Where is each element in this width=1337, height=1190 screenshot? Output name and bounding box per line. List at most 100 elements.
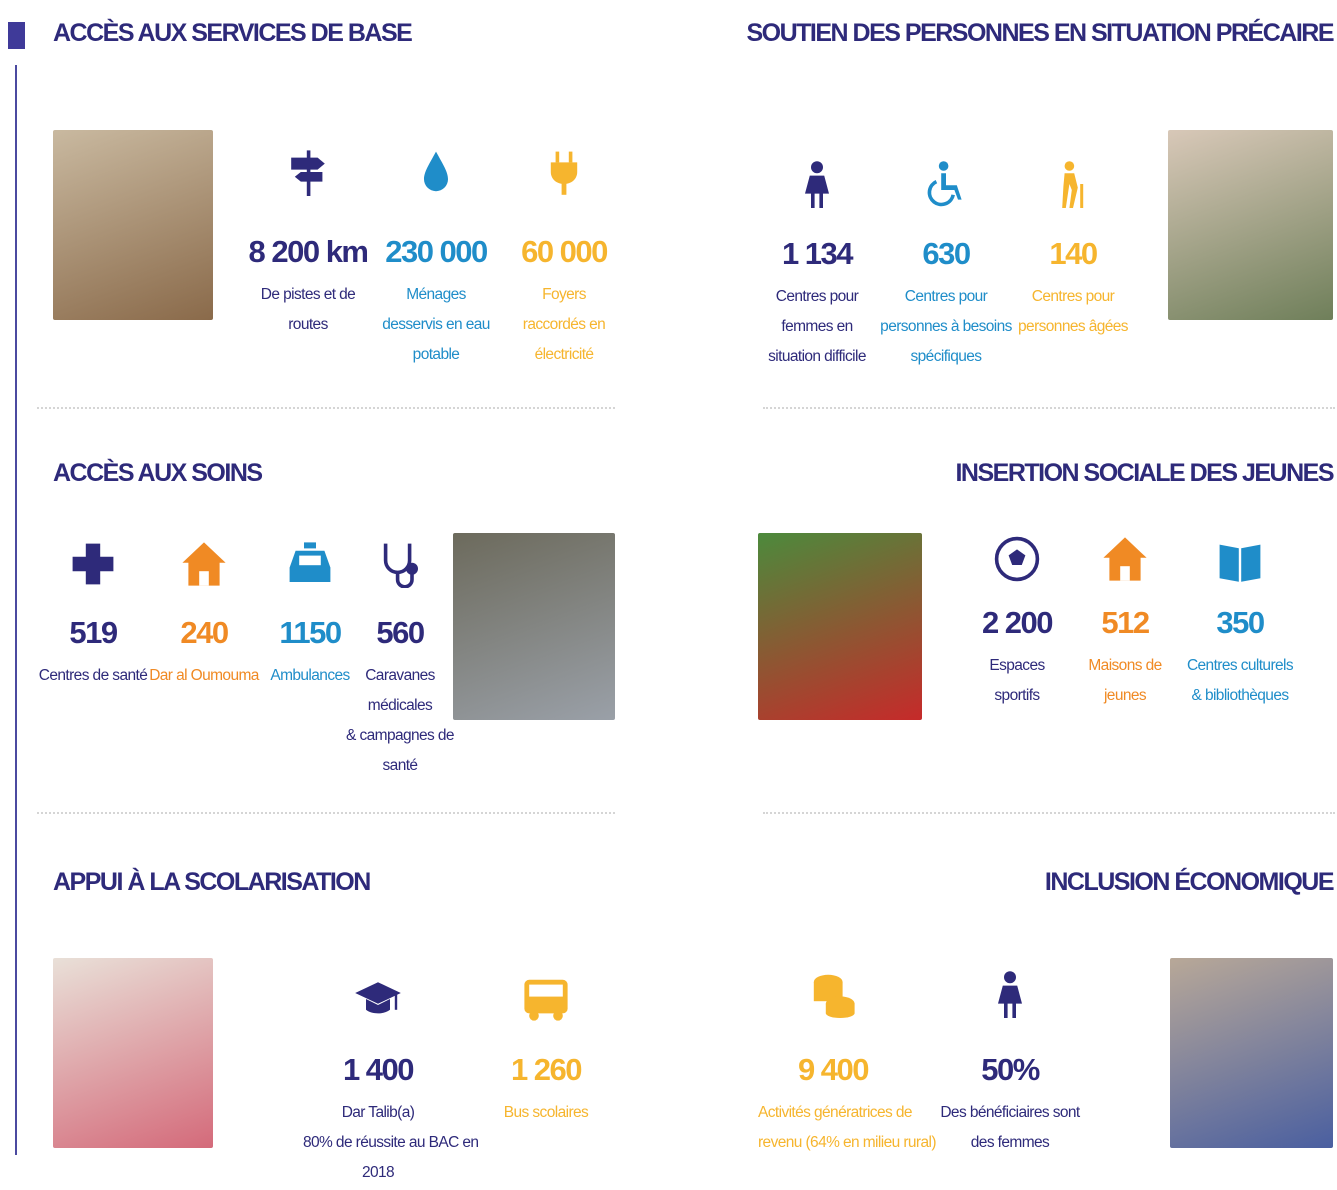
stat-value: 519	[69, 615, 118, 650]
section-title: APPUI À LA SCOLARISATION	[53, 868, 371, 896]
stat-value: 140	[1049, 236, 1098, 271]
label-line: santé	[382, 757, 419, 774]
label-line: Centres culturels	[1186, 657, 1294, 674]
stat-label: Bus scolaires	[471, 1098, 621, 1128]
stat: 519 Centres de santé	[18, 540, 168, 691]
stat: 350 Centres culturels & bibliothèques	[1165, 535, 1315, 711]
stat-label: Ménages desservis en eau potable	[361, 280, 511, 370]
label-line: 2018	[361, 1164, 395, 1181]
stat-value: 1 400	[342, 1052, 415, 1087]
photo	[1168, 130, 1333, 320]
label-line: Dar Talib(a)	[341, 1104, 415, 1121]
icon	[383, 543, 418, 588]
section-title: ACCÈS AUX SERVICES DE BASE	[53, 19, 413, 47]
photo	[53, 958, 213, 1148]
icon	[998, 971, 1022, 1018]
section-title: INCLUSION ÉCONOMIQUE	[1044, 868, 1335, 896]
label-line: Centres pour	[904, 288, 988, 305]
stat: 1 134 Centres pour femmes en situation diff…	[742, 160, 892, 372]
label-line: des femmes	[970, 1134, 1050, 1151]
stat-label: Ambulances	[235, 661, 385, 691]
stat-label: Centres culturels & bibliothèques	[1165, 651, 1315, 711]
stat-label: Centres pour personnes âgées	[998, 282, 1148, 342]
label-line: sportifs	[994, 687, 1040, 704]
icon	[1062, 161, 1084, 208]
label-line: & campagnes de	[346, 727, 455, 744]
stat-label: Centres pour personnes à besoins spécifiqu…	[871, 282, 1021, 372]
photo	[1170, 958, 1333, 1148]
stat-value: 8 200 km	[248, 234, 370, 269]
label-line: personnes à besoins	[880, 318, 1012, 335]
stat-value: 230 000	[385, 234, 488, 269]
stat-label: Dar al Oumouma	[129, 661, 279, 691]
label-line: potable	[412, 346, 460, 363]
stat-label: Dar Talib(a) 80% de réussite au BAC en 201…	[303, 1098, 479, 1188]
icon	[1219, 544, 1261, 582]
label-line: Espaces	[989, 657, 1045, 674]
stat: 50% Des bénéficiaires sont des femmes	[935, 970, 1085, 1158]
stat: 8 200 km De pistes et de routes	[233, 148, 383, 340]
label-line: jeunes	[1103, 687, 1147, 704]
header-square	[8, 22, 25, 49]
stat-value: 560	[376, 615, 425, 650]
label-line: situation difficile	[768, 348, 866, 365]
stat: 560 Caravanes médicales & campagnes de santé	[325, 540, 475, 781]
label-line: Maisons de	[1088, 657, 1162, 674]
divider	[37, 812, 615, 814]
label-line: Activités génératrices de	[758, 1104, 912, 1121]
label-line: femmes en	[781, 318, 853, 335]
label-line: Foyers	[542, 286, 586, 303]
stat: 512 Maisons de jeunes	[1050, 535, 1200, 711]
icon	[355, 982, 401, 1014]
label-line: Centres de santé	[38, 667, 148, 684]
stat: 140 Centres pour personnes âgées	[998, 160, 1148, 342]
stat: 1 260 Bus scolaires	[471, 975, 621, 1128]
label-line: électricité	[534, 346, 594, 363]
stat-value: 350	[1216, 605, 1265, 640]
stat: 60 000 Foyers raccordés en électricité	[489, 148, 639, 370]
stat: 240 Dar al Oumouma	[129, 540, 279, 691]
stat-value: 240	[180, 615, 229, 650]
stat: 1 400 Dar Talib(a) 80% de réussite au BAC …	[303, 975, 479, 1188]
stat-label: Caravanes médicales & campagnes de santé	[325, 661, 475, 781]
label-line: revenu (64% en milieu rural)	[758, 1134, 937, 1151]
stat-label: Centres de santé	[18, 661, 168, 691]
section-title: INSERTION SOCIALE DES JEUNES	[955, 459, 1334, 487]
stat-value: 1150	[279, 615, 342, 650]
stat: 9 400 Activités génératrices de revenu (64…	[758, 970, 937, 1158]
label-line: médicales	[367, 697, 433, 714]
icon	[927, 161, 962, 207]
photo	[758, 533, 922, 720]
stat-value: 60 000	[521, 234, 608, 269]
label-line: personnes âgées	[1018, 318, 1129, 335]
label-line: & bibliothèques	[1191, 687, 1290, 704]
stat: 230 000 Ménages desservis en eau potable	[361, 148, 511, 370]
label-line: De pistes et de	[260, 286, 356, 303]
stat: 630 Centres pour personnes à besoins spécif…	[871, 160, 1021, 372]
stat: 1150 Ambulances	[235, 540, 385, 691]
stat-label: De pistes et de routes	[233, 280, 383, 340]
icon	[182, 542, 226, 586]
stat-value: 9 400	[797, 1052, 870, 1087]
stat-label: Activités génératrices de revenu (64% en …	[758, 1098, 937, 1158]
divider	[763, 812, 1335, 814]
stat: 2 200 Espaces sportifs	[942, 535, 1092, 711]
stat-label: Maisons de jeunes	[1050, 651, 1200, 711]
label-line: Caravanes	[365, 667, 435, 684]
label-line: desservis en eau	[382, 316, 490, 333]
label-line: Ambulances	[270, 667, 350, 684]
photo	[53, 130, 213, 320]
label-line: spécifiques	[910, 348, 983, 365]
label-line: raccordés en	[522, 316, 606, 333]
stat-value: 50%	[981, 1052, 1040, 1087]
label-line: Bus scolaires	[503, 1104, 589, 1121]
label-line: Centres pour	[775, 288, 859, 305]
stat-value: 1 134	[781, 236, 854, 271]
icon	[550, 151, 578, 195]
stat-label: Espaces sportifs	[942, 651, 1092, 711]
icon	[994, 536, 1040, 582]
stat-value: 630	[922, 236, 971, 271]
icon	[805, 161, 829, 208]
stat-label: Foyers raccordés en électricité	[489, 280, 639, 370]
